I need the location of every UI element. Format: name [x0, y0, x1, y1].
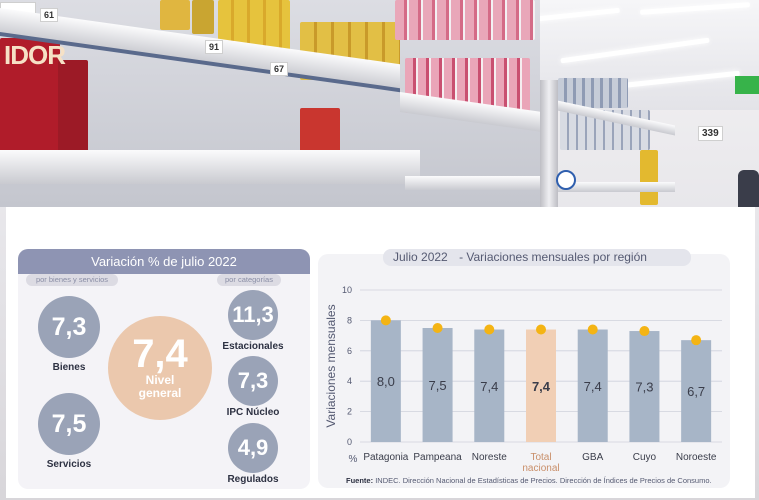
- y-axis-title: Variaciones mensuales: [324, 304, 338, 427]
- product-box: [160, 0, 190, 30]
- pill-bienes-servicios: por bienes y servicios: [26, 274, 118, 286]
- bar-marker: [587, 324, 598, 335]
- value-label: 6,7: [687, 384, 705, 399]
- value-label: 8,0: [377, 374, 395, 389]
- shelf-edge: [555, 182, 675, 192]
- category-label: Noroeste: [676, 452, 717, 463]
- product-box: [640, 150, 658, 205]
- category-label: Cuyo: [633, 452, 657, 463]
- y-tick-label: 2: [347, 407, 352, 417]
- y-tick-label: 8: [347, 315, 352, 325]
- shelf-edge: [0, 150, 420, 184]
- shelf-badge: [556, 170, 576, 190]
- y-tick-label: 0: [347, 437, 352, 447]
- source-note: Fuente: INDEC. Dirección Nacional de Est…: [346, 476, 712, 485]
- category-label: nacional: [522, 463, 559, 474]
- category-label: Total: [530, 452, 551, 463]
- estacionales-label: Estacionales: [222, 341, 284, 352]
- pill-categorias: por categorías: [217, 274, 281, 286]
- source-text: INDEC. Dirección Nacional de Estadística…: [375, 476, 712, 485]
- shelf-post: [540, 80, 558, 207]
- chart-bars: [370, 315, 712, 442]
- bar: [629, 331, 660, 442]
- nucleo-circle: 7,3: [228, 356, 278, 406]
- price-tag: 339: [698, 126, 723, 141]
- bar-marker: [691, 335, 702, 346]
- estacionales-value: 11,3: [232, 302, 274, 327]
- y-tick-label: 6: [347, 346, 352, 356]
- regulados-label: Regulados: [227, 474, 279, 485]
- bar-marker: [484, 324, 495, 335]
- bar: [474, 329, 505, 442]
- bar-marker: [536, 324, 546, 335]
- nucleo-label: IPC Núcleo: [226, 407, 280, 418]
- servicios-circle: 7,5: [38, 393, 100, 455]
- y-axis-unit: %: [349, 454, 358, 465]
- regulados-circle: 4,9: [228, 423, 278, 473]
- value-label: 7,5: [429, 378, 447, 393]
- regulados-value: 4,9: [237, 435, 269, 460]
- y-tick-label: 4: [347, 376, 352, 386]
- bar-marker: [639, 326, 650, 337]
- category-label: GBA: [582, 452, 603, 463]
- region-title-date: Julio 2022: [393, 250, 448, 264]
- bienes-value: 7,3: [51, 312, 87, 341]
- shopper: [738, 170, 759, 207]
- exit-sign: [735, 76, 759, 94]
- price-tag: 61: [40, 8, 59, 22]
- category-label: Noreste: [472, 452, 507, 463]
- bar: [422, 328, 453, 442]
- shelf-edge: [405, 176, 555, 190]
- category-label: Patagonia: [363, 452, 408, 463]
- product-box: [192, 0, 214, 34]
- y-tick-label: 10: [342, 285, 352, 295]
- bar: [370, 320, 401, 442]
- nucleo-value: 7,3: [237, 368, 269, 393]
- nivel-general-label-1: Nivel: [145, 373, 175, 387]
- source-label: Fuente:: [346, 476, 374, 485]
- product-box: [0, 38, 60, 153]
- price-tag: 91: [205, 40, 224, 54]
- bar-marker: [432, 323, 443, 333]
- bienes-label: Bienes: [52, 362, 86, 373]
- bar: [681, 340, 712, 442]
- category-label: Pampeana: [413, 452, 462, 463]
- product-row: [395, 0, 535, 40]
- estacionales-circle: 11,3: [228, 290, 278, 340]
- variation-panel-title: Variación % de julio 2022: [18, 249, 310, 274]
- servicios-label: Servicios: [46, 459, 92, 470]
- region-bar-chart: Variaciones mensuales% 0 2 4 6 8 10 8,0 Patagoni…: [324, 285, 722, 474]
- bar: [526, 329, 556, 442]
- nivel-general-value: 7,4: [132, 332, 188, 376]
- bar-marker: [380, 315, 391, 326]
- nivel-general-circle: 7,4 Nivel general: [108, 316, 212, 420]
- price-tag: 67: [270, 62, 289, 76]
- value-label: 7,4: [480, 379, 498, 394]
- product-box: [58, 60, 88, 155]
- bar: [577, 329, 608, 442]
- value-label: 7,4: [584, 379, 602, 394]
- chart-labels: Variaciones mensuales% 0 2 4 6 8 10 8,0 Patagoni…: [324, 285, 717, 474]
- brand-text: IDOR: [4, 40, 66, 70]
- nivel-general-label-2: general: [138, 386, 182, 400]
- region-title-text: - Variaciones mensuales por región: [459, 250, 647, 264]
- bienes-circle: 7,3: [38, 296, 100, 358]
- servicios-value: 7,5: [51, 409, 87, 438]
- value-label: 7,4: [532, 379, 551, 394]
- region-panel-title: Julio 2022 - Variaciones mensuales por r…: [383, 249, 691, 266]
- value-label: 7,3: [635, 380, 653, 395]
